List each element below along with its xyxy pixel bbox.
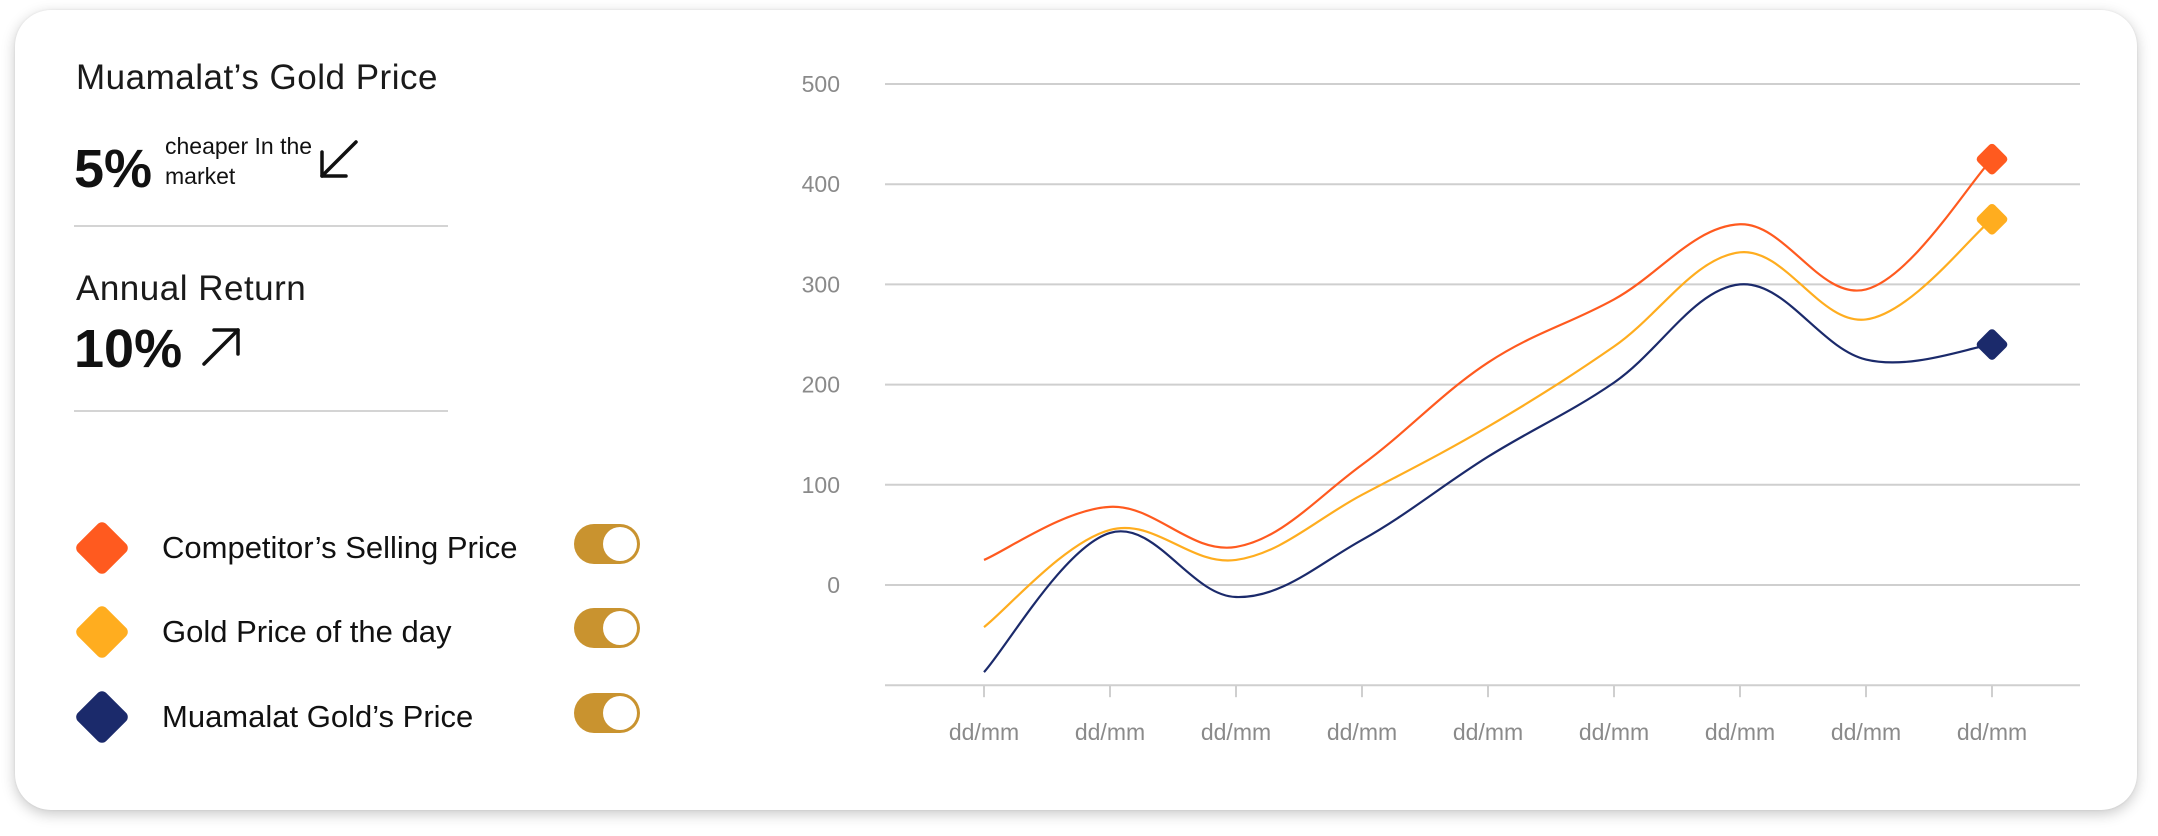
y-tick-label: 100: [802, 472, 840, 498]
toggle-knob: [603, 696, 637, 730]
x-tick-label: dd/mm: [1327, 719, 1397, 745]
x-tick-label: dd/mm: [1201, 719, 1271, 745]
series-line: [983, 218, 1993, 628]
x-tick-label: dd/mm: [949, 719, 1019, 745]
toggle-gold-price-day[interactable]: [574, 608, 640, 648]
series-end-marker: [1976, 329, 2008, 360]
annual-return-percent: 10%: [74, 319, 183, 379]
arrow-down-left-icon: [320, 140, 358, 178]
legend-label: Competitor’s Selling Price: [162, 530, 518, 565]
y-tick-label: 0: [827, 572, 840, 598]
annual-return-title: Annual Return: [76, 269, 307, 308]
legend-item-competitor: Competitor’s Selling Price: [73, 519, 654, 580]
x-tick-label: dd/mm: [1831, 719, 1901, 745]
toggle-muamalat-gold[interactable]: [574, 693, 640, 733]
x-tick-label: dd/mm: [1579, 719, 1649, 745]
series-line: [983, 158, 1993, 561]
x-tick-label: dd/mm: [1705, 719, 1775, 745]
x-tick-label: dd/mm: [1453, 719, 1523, 745]
series-end-marker: [1976, 203, 2008, 235]
y-tick-label: 400: [802, 171, 840, 197]
legend-label: Gold Price of the day: [162, 614, 452, 649]
legend-label: Muamalat Gold’s Price: [162, 699, 474, 734]
y-tick-label: 300: [802, 271, 840, 297]
arrow-up-right-icon: [202, 328, 240, 366]
gold-price-percent: 5%: [74, 139, 153, 199]
series-line: [983, 283, 1993, 673]
y-tick-label: 500: [802, 71, 840, 97]
y-tick-label: 200: [802, 372, 840, 398]
toggle-knob: [603, 527, 637, 561]
series-end-marker: [1976, 143, 2008, 175]
x-tick-label: dd/mm: [1075, 719, 1145, 745]
divider: [74, 225, 448, 227]
toggle-knob: [603, 611, 637, 645]
legend-item-gold-price-day: Gold Price of the day: [73, 603, 654, 664]
divider: [74, 410, 448, 412]
gold-price-note: cheaper In the market: [165, 133, 313, 189]
toggle-competitor[interactable]: [574, 524, 640, 564]
legend-item-muamalat-gold: Muamalat Gold’s Price: [73, 688, 654, 749]
x-tick-label: dd/mm: [1957, 719, 2027, 745]
gold-price-title: Muamalat’s Gold Price: [76, 58, 438, 97]
